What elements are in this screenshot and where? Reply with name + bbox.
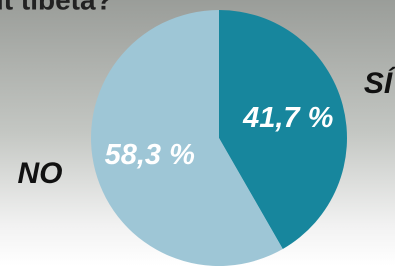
chart-title: it tibeta?	[0, 0, 113, 15]
category-label: NO	[18, 157, 63, 190]
value-label: 41,7 %	[242, 102, 333, 134]
category-label: SÍ	[364, 66, 395, 100]
chart: it tibeta? 41,7 % SÍ 58,3 % NO	[0, 0, 395, 266]
value-label: 58,3 %	[105, 139, 195, 171]
